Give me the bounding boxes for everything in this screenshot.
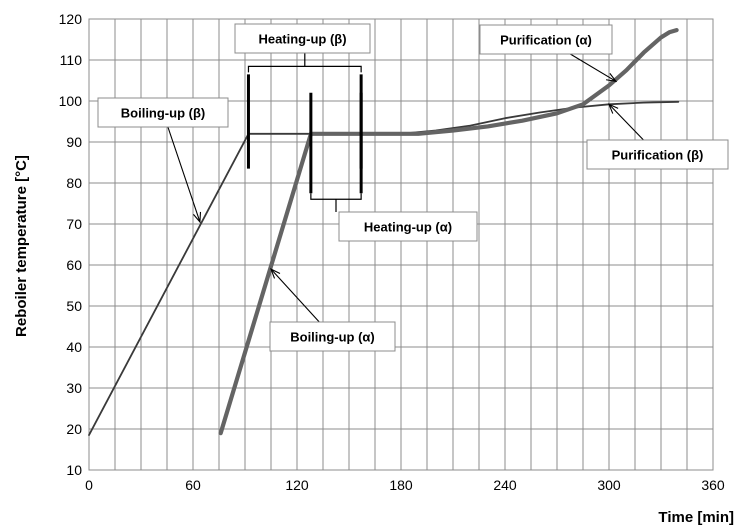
bracket-line (310, 193, 362, 212)
tick-labels: 0 60 120 180 240 300 360 10 20 30 40 50 60 70 80 90 100 1… (59, 11, 725, 493)
grid-lines (89, 19, 713, 470)
y-tick-label: 70 (66, 216, 82, 232)
y-tick-label: 30 (66, 380, 82, 396)
annotation-arrow-line (270, 268, 320, 323)
annotation-box (269, 321, 396, 352)
annotation-arrow-head (607, 103, 619, 114)
annotation-box (97, 97, 229, 128)
annotations: Heating-up (β) Purification (α) Boiling-up… (97, 23, 729, 352)
annotation-box (234, 23, 371, 54)
annotation-label: Heating-up (α) (364, 220, 452, 235)
x-tick-label: 240 (493, 477, 517, 493)
y-tick-label: 60 (66, 257, 82, 273)
annotation-box (586, 139, 729, 170)
x-tick-label: 120 (285, 477, 309, 493)
y-tick-label: 40 (66, 339, 82, 355)
y-tick-label: 90 (66, 134, 82, 150)
annotation-label: Heating-up (β) (258, 32, 346, 47)
y-tick-label: 120 (59, 11, 83, 27)
annotation-box (338, 211, 478, 242)
x-tick-label: 0 (85, 477, 93, 493)
y-tick-label: 20 (66, 421, 82, 437)
annotation-label: Boiling-up (α) (290, 330, 375, 345)
annotation-label: Boiling-up (β) (121, 106, 205, 121)
y-tick-label: 50 (66, 298, 82, 314)
x-tick-label: 360 (701, 477, 725, 493)
bracket-line (247, 53, 362, 73)
y-tick-label: 100 (59, 93, 83, 109)
x-tick-label: 60 (185, 477, 201, 493)
annotation-arrow-line (608, 103, 644, 141)
plot-area (88, 18, 714, 471)
annotation-arrow-line (167, 126, 201, 223)
x-tick-label: 300 (597, 477, 621, 493)
annotation-label: Purification (β) (612, 148, 704, 163)
x-axis-title: Time [min] (658, 509, 734, 526)
annotation-arrow-head (270, 268, 281, 279)
annotation-arrow-line (569, 53, 617, 82)
x-tick-label: 180 (389, 477, 413, 493)
y-tick-label: 80 (66, 175, 82, 191)
series-line-2 (218, 28, 679, 436)
annotation-arrow-head (193, 211, 202, 224)
annotation-box (479, 24, 613, 55)
annotation-arrow-head (605, 73, 618, 83)
y-tick-label: 10 (66, 462, 82, 478)
y-axis-title: Reboiler temperature [°C] (13, 155, 30, 337)
annotation-label: Purification (α) (500, 33, 592, 48)
y-tick-label: 110 (60, 52, 83, 68)
